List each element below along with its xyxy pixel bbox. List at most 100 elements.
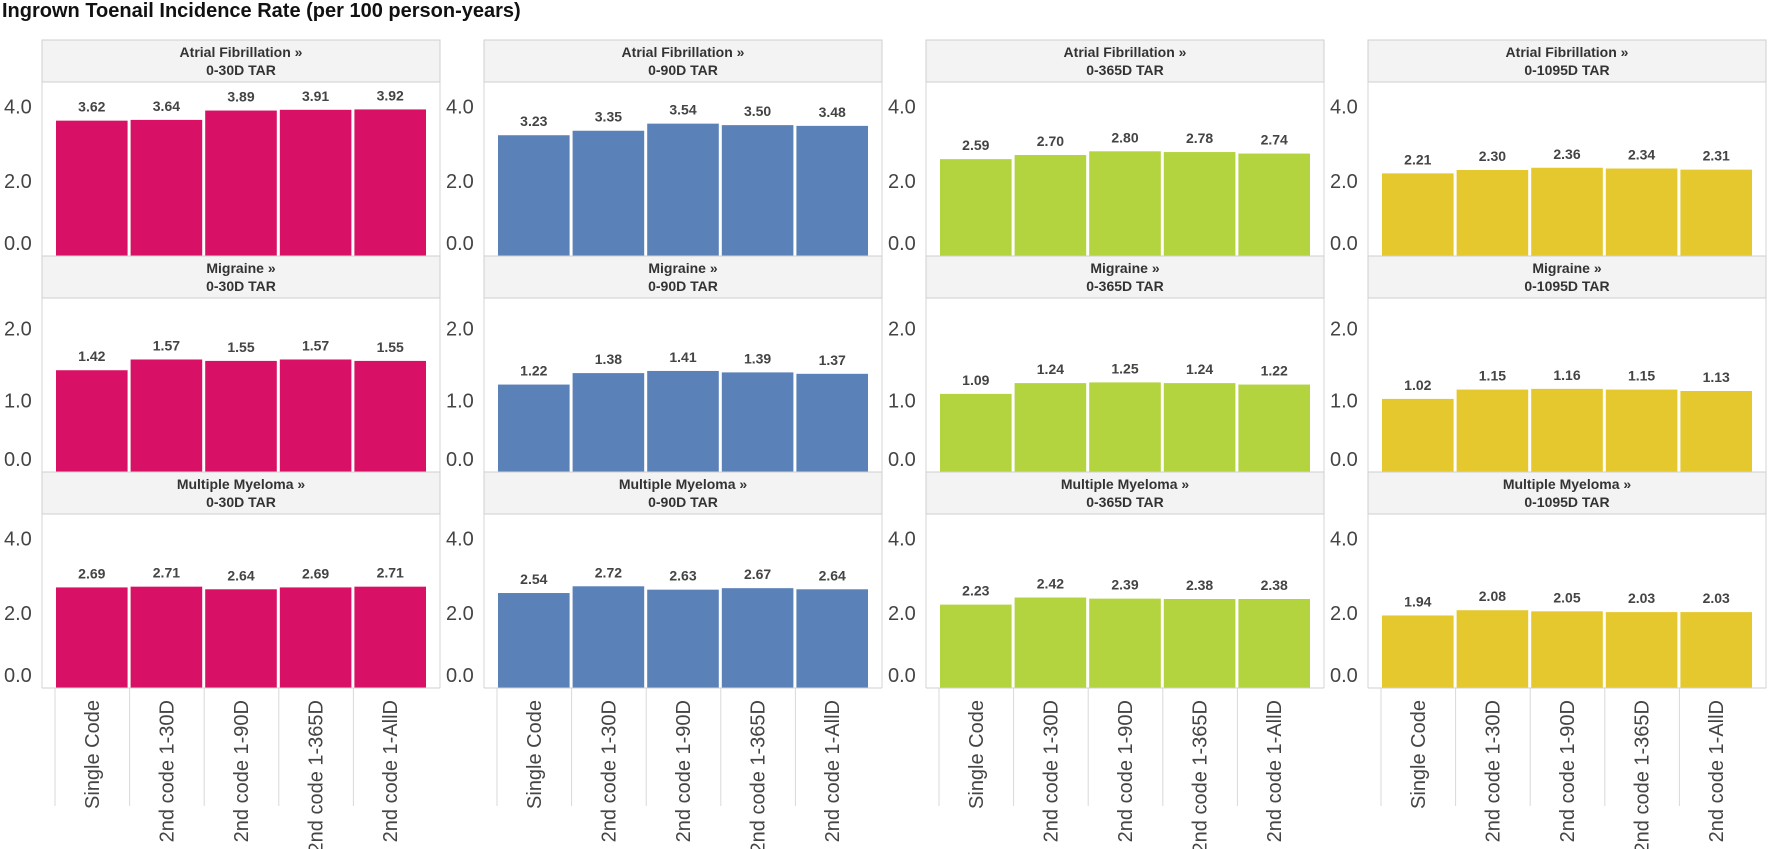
bar	[647, 123, 719, 256]
panel-header-tar: 0-1095D TAR	[1524, 494, 1609, 510]
bar-value-label: 1.09	[962, 372, 989, 388]
panel-header-tar: 0-90D TAR	[648, 278, 718, 294]
bar	[1014, 383, 1087, 472]
y-tick-label: 4.0	[4, 96, 32, 118]
bar-value-label: 1.15	[1628, 368, 1655, 384]
bar-value-label: 2.64	[227, 567, 254, 583]
bar	[1680, 612, 1752, 688]
bar	[279, 359, 352, 472]
bar-value-label: 2.63	[669, 568, 696, 584]
bar-value-label: 1.57	[302, 337, 329, 353]
bar-value-label: 1.24	[1186, 361, 1213, 377]
panel-header-condition: Atrial Fibrillation »	[1064, 44, 1187, 60]
bar	[205, 360, 277, 472]
panel-header-tar: 0-90D TAR	[648, 62, 718, 78]
x-tick-label: Single Code	[524, 700, 546, 809]
bar-value-label: 2.39	[1111, 577, 1138, 593]
y-tick-label: 2.0	[4, 603, 32, 625]
y-tick-label: 2.0	[888, 603, 916, 625]
bar-value-label: 2.03	[1628, 590, 1655, 606]
bar-value-label: 1.16	[1553, 367, 1580, 383]
bar	[1089, 598, 1161, 688]
bar	[205, 589, 277, 688]
bar-value-label: 1.39	[744, 350, 771, 366]
y-tick-label: 2.0	[446, 171, 474, 193]
y-tick-label: 0.0	[1330, 665, 1358, 687]
panel-header-tar: 0-30D TAR	[206, 494, 276, 510]
bar-value-label: 2.71	[377, 565, 404, 581]
bar	[1605, 168, 1678, 256]
x-tick-label: 2nd code 1-30D	[598, 700, 620, 842]
x-tick-label: Single Code	[1408, 700, 1430, 809]
bar	[1382, 615, 1454, 688]
panel-header	[41, 471, 441, 515]
panel-header	[925, 39, 1325, 83]
panel-header-condition: Multiple Myeloma »	[177, 476, 306, 492]
bar-value-label: 1.38	[595, 351, 622, 367]
y-tick-label: 2.0	[446, 603, 474, 625]
bar	[498, 593, 570, 688]
panel-header-tar: 0-90D TAR	[648, 494, 718, 510]
bar-value-label: 2.71	[153, 565, 180, 581]
bar-value-label: 2.69	[302, 565, 329, 581]
bar-value-label: 2.21	[1404, 151, 1431, 167]
bar-value-label: 1.94	[1404, 593, 1431, 609]
bar-value-label: 1.55	[377, 339, 404, 355]
bar	[572, 130, 645, 256]
x-tick-label: 2nd code 1-90D	[1115, 700, 1137, 842]
y-tick-label: 2.0	[1330, 603, 1358, 625]
y-tick-label: 1.0	[4, 390, 32, 412]
x-tick-label: 2nd code 1-30D	[156, 700, 178, 842]
bar	[647, 370, 719, 472]
bar	[796, 589, 868, 688]
panel-header	[483, 39, 883, 83]
x-tick-label: 2nd code 1-365D	[306, 700, 328, 849]
bar-value-label: 2.34	[1628, 147, 1655, 163]
bar-value-label: 3.92	[377, 87, 404, 103]
y-tick-label: 2.0	[1330, 319, 1358, 341]
bar	[572, 373, 645, 472]
bar	[498, 135, 570, 256]
panel-header-condition: Migraine »	[648, 260, 717, 276]
bar	[721, 125, 794, 256]
panel-header-tar: 0-1095D TAR	[1524, 62, 1609, 78]
panel-header	[1367, 255, 1767, 299]
bar	[1089, 151, 1161, 256]
bar-value-label: 2.31	[1703, 148, 1730, 164]
bar-value-label: 2.38	[1186, 577, 1213, 593]
bar	[56, 120, 128, 256]
bar	[130, 586, 203, 688]
y-tick-label: 1.0	[888, 390, 916, 412]
y-tick-label: 4.0	[446, 528, 474, 550]
y-tick-label: 2.0	[888, 171, 916, 193]
bar-value-label: 1.41	[669, 349, 696, 365]
bar-value-label: 2.30	[1479, 148, 1506, 164]
x-tick-label: 2nd code 1-AllD	[380, 700, 402, 842]
bar	[279, 109, 352, 256]
y-tick-label: 0.0	[888, 449, 916, 471]
bar	[647, 589, 719, 688]
bar	[1456, 389, 1529, 472]
bar-value-label: 2.80	[1111, 129, 1138, 145]
bar	[205, 110, 277, 257]
y-tick-label: 0.0	[4, 449, 32, 471]
bar	[1089, 382, 1161, 472]
panel-header-condition: Migraine »	[206, 260, 275, 276]
bar	[940, 159, 1012, 256]
bar	[1382, 173, 1454, 256]
bar-value-label: 1.57	[153, 337, 180, 353]
y-tick-label: 2.0	[888, 319, 916, 341]
panel-header-condition: Migraine »	[1532, 260, 1601, 276]
bar-value-label: 1.55	[227, 339, 254, 355]
bar	[1238, 384, 1310, 472]
bar-value-label: 2.08	[1479, 588, 1506, 604]
bar-value-label: 2.74	[1261, 132, 1288, 148]
bar-value-label: 3.89	[227, 89, 254, 105]
bar-value-label: 2.72	[595, 564, 622, 580]
bar	[1238, 599, 1310, 688]
x-tick-label: 2nd code 1-AllD	[1706, 700, 1728, 842]
y-tick-label: 0.0	[1330, 233, 1358, 255]
bar-value-label: 2.78	[1186, 130, 1213, 146]
bar	[130, 119, 203, 256]
